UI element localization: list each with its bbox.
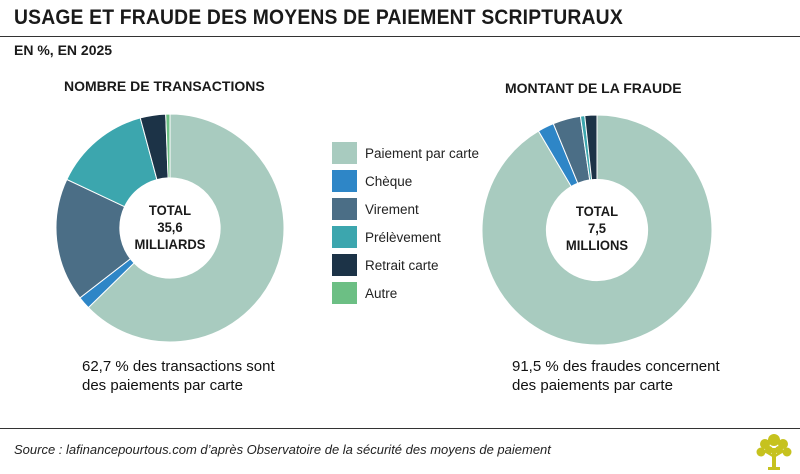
bottom-divider	[0, 428, 800, 429]
caption-line: des paiements par carte	[512, 377, 673, 394]
legend-swatch	[332, 142, 357, 164]
center-line-value: 35,6	[157, 219, 183, 235]
center-line-unit: MILLIONS	[565, 237, 629, 253]
legend-swatch	[332, 170, 357, 192]
center-line-total: TOTAL	[575, 203, 619, 219]
legend-swatch	[332, 282, 357, 304]
legend-label: Chèque	[365, 173, 413, 189]
caption-line: 62,7 % des transactions sont	[82, 358, 275, 375]
legend-label: Paiement par carte	[365, 145, 480, 161]
center-line-value: 7,5	[587, 220, 607, 236]
donut-hole	[119, 177, 221, 279]
donut-hole	[546, 179, 648, 281]
legend-swatch	[332, 254, 357, 276]
legend-item-retrait-carte: Retrait carte	[332, 251, 479, 279]
source-note: Source : lafinancepourtous.com d’après O…	[14, 442, 551, 457]
legend-swatch	[332, 226, 357, 248]
legend-item-cheque: Chèque	[332, 167, 479, 195]
legend-swatch	[332, 198, 357, 220]
center-line-unit: MILLIARDS	[134, 236, 206, 252]
legend-label: Retrait carte	[365, 257, 439, 273]
legend-label: Prélèvement	[365, 229, 441, 245]
chart-transactions-title: NOMBRE DE TRANSACTIONS	[64, 78, 265, 94]
legend-label: Autre	[365, 285, 398, 301]
pie-center-label-transactions: TOTAL 35,6 MILLIARDS	[119, 202, 221, 253]
tree-logo-icon	[756, 434, 792, 470]
legend-label: Virement	[365, 201, 419, 217]
chart-legend: Paiement par carte Chèque Virement Prélè…	[332, 139, 479, 307]
caption-line: des paiements par carte	[82, 377, 243, 394]
chart-fraud-title: MONTANT DE LA FRAUDE	[505, 80, 682, 96]
page-title: USAGE ET FRAUDE DES MOYENS DE PAIEMENT S…	[14, 6, 623, 29]
pie-chart-transactions	[55, 113, 285, 343]
legend-item-autre: Autre	[332, 279, 479, 307]
caption-transactions: 62,7 % des transactions sont des paiemen…	[82, 357, 342, 395]
caption-line: 91,5 % des fraudes concernent	[512, 358, 720, 375]
pie-center-label-fraud: TOTAL 7,5 MILLIONS	[546, 203, 648, 254]
legend-item-paiement-carte: Paiement par carte	[332, 139, 479, 167]
page-subtitle: EN %, EN 2025	[14, 42, 113, 58]
legend-item-prelevement: Prélèvement	[332, 223, 479, 251]
top-divider	[0, 36, 800, 37]
pie-chart-fraud	[481, 114, 713, 346]
caption-fraud: 91,5 % des fraudes concernent des paieme…	[512, 357, 772, 395]
center-line-total: TOTAL	[148, 202, 192, 218]
legend-item-virement: Virement	[332, 195, 479, 223]
